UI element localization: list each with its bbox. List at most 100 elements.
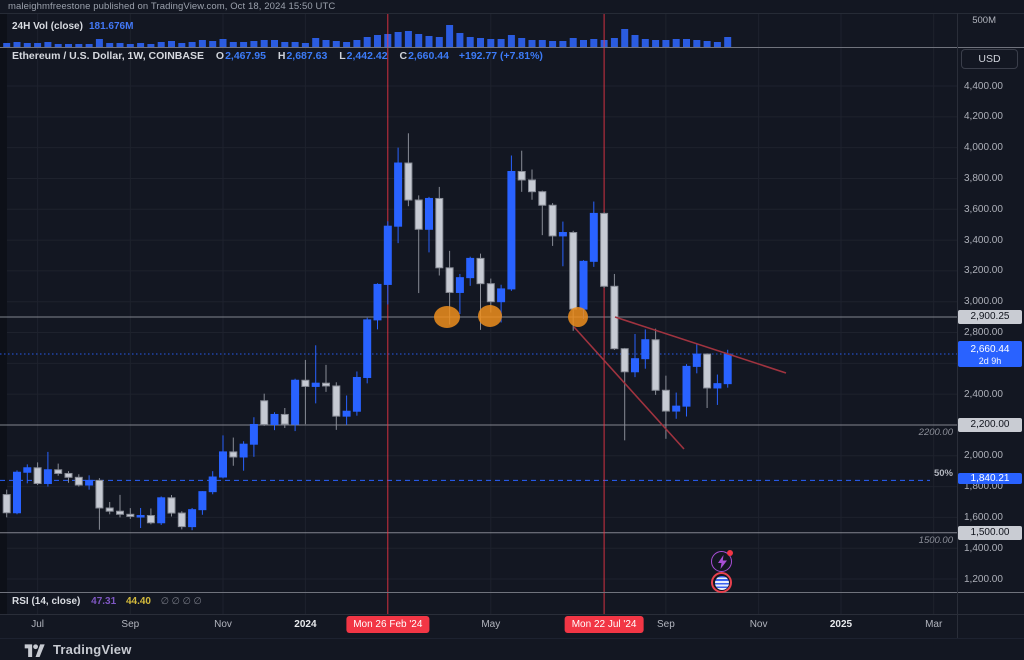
time-tick-month: Mar	[925, 619, 943, 630]
volume-bar	[147, 44, 155, 47]
candle-up	[682, 365, 691, 407]
price-tick-label: 1,400.00	[964, 542, 1003, 554]
candle-up	[219, 451, 227, 478]
candle-up	[157, 497, 166, 524]
volume-bar	[137, 43, 145, 47]
time-tick-month: Jul	[31, 619, 44, 630]
highlight-blob-drawing[interactable]	[434, 306, 460, 328]
boost-lightning-button[interactable]	[711, 550, 733, 572]
candle-up	[455, 277, 464, 293]
volume-indicator-title: 24H Vol (close)	[12, 21, 83, 32]
volume-pane-divider	[0, 47, 1024, 48]
candle-down	[332, 385, 341, 417]
candle-up	[342, 410, 351, 417]
highlight-blob-drawing[interactable]	[568, 307, 588, 327]
price-tick-label: 4,000.00	[964, 142, 1003, 154]
rsi-title: RSI (14, close)	[12, 596, 81, 607]
candle-down	[74, 476, 83, 486]
candle-down	[229, 451, 238, 458]
candle-down	[322, 382, 330, 387]
volume-bar	[3, 43, 11, 47]
volume-bar	[229, 42, 237, 47]
candle-up	[394, 162, 403, 227]
volume-bar	[672, 39, 680, 47]
candle-down	[548, 204, 557, 237]
time-tick-month: May	[481, 619, 501, 630]
volume-bar	[641, 39, 649, 47]
volume-bar	[116, 43, 124, 47]
price-badge-gray: 2,200.00	[958, 417, 1022, 432]
price-scale-border	[957, 13, 958, 638]
trendline-drawing[interactable]	[614, 316, 787, 374]
price-tick-label: 3,000.00	[964, 296, 1003, 308]
candle-down	[33, 467, 42, 484]
rsi-value-1: 47.31	[91, 596, 117, 607]
candle-up	[507, 171, 516, 290]
volume-indicator-legend: 24H Vol (close) 181.676M	[12, 21, 133, 32]
candle-down	[64, 472, 73, 478]
candle-up	[291, 379, 300, 425]
open-label: O	[215, 50, 225, 62]
volume-bar	[683, 39, 690, 47]
volume-bar	[724, 37, 732, 47]
trendline-drawing[interactable]	[573, 326, 685, 450]
volume-bar	[106, 43, 114, 47]
volume-bar	[95, 39, 103, 47]
volume-bar	[466, 37, 474, 47]
volume-bar	[631, 35, 639, 47]
close-label: C	[399, 50, 408, 62]
volume-bar	[271, 40, 278, 47]
candle-down	[177, 512, 186, 528]
price-tick-label: 3,200.00	[964, 265, 1003, 277]
time-event-badge[interactable]: Mon 26 Feb '24	[346, 616, 430, 633]
open-value: 2,467.95	[225, 50, 266, 62]
candle-down	[126, 513, 135, 517]
chart-canvas[interactable]	[0, 0, 957, 638]
volume-bar	[188, 42, 196, 47]
volume-bar	[549, 41, 557, 47]
volume-indicator-value: 181.676M	[88, 21, 134, 32]
candle-up	[85, 479, 94, 486]
candle-down	[703, 353, 712, 389]
currency-button[interactable]: USD	[961, 49, 1018, 69]
volume-bar	[312, 38, 320, 47]
high-label: H	[277, 50, 286, 62]
time-axis-divider	[0, 614, 1024, 615]
price-tick-label: 1,600.00	[964, 511, 1003, 523]
candle-down	[404, 162, 413, 201]
time-tick-month: Sep	[121, 619, 140, 630]
tradingview-branding[interactable]: TradingView	[24, 641, 132, 657]
candle-down	[569, 232, 578, 310]
candle-up	[188, 509, 197, 528]
flag-sticker-button[interactable]	[711, 572, 732, 593]
highlight-blob-drawing[interactable]	[478, 305, 502, 327]
candle-down	[620, 348, 629, 373]
volume-bar	[518, 38, 526, 47]
candle-up	[672, 405, 681, 412]
candle-down	[600, 212, 609, 287]
candle-up	[43, 469, 52, 484]
rsi-empty-values: ∅ ∅ ∅ ∅	[160, 596, 202, 607]
candle-down	[651, 339, 660, 391]
price-tick-label: 1,800.00	[964, 481, 1003, 493]
volume-bar	[621, 29, 629, 47]
time-tick-year: 2024	[294, 619, 317, 630]
volume-bar	[693, 40, 701, 47]
candle-down	[517, 171, 526, 181]
candle-down	[54, 469, 63, 474]
candle-up	[311, 382, 320, 387]
volume-bar	[487, 39, 495, 47]
candle-down	[445, 267, 454, 293]
candle-up	[13, 471, 21, 514]
volume-bar	[580, 40, 587, 47]
time-tick-year: 2025	[829, 619, 853, 630]
price-tick-label: 4,400.00	[964, 80, 1003, 92]
volume-bar	[198, 40, 206, 47]
volume-bar	[662, 40, 670, 47]
level-label-2200: 2200.00	[918, 426, 953, 438]
time-tick-month: Nov	[214, 619, 232, 630]
volume-bar	[13, 42, 21, 47]
time-event-badge[interactable]: Mon 22 Jul '24	[564, 616, 644, 633]
price-tick-label: 3,600.00	[964, 203, 1003, 215]
candle-down	[2, 494, 11, 514]
